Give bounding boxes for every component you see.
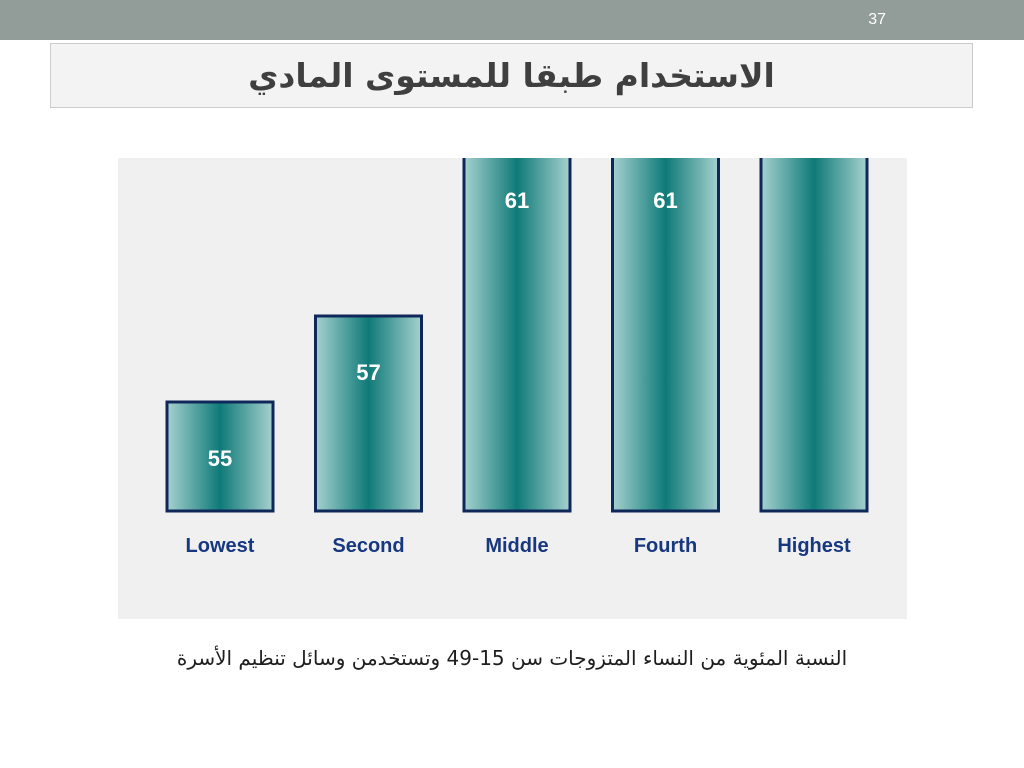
bar-highest [759,158,869,513]
category-label-lowest: Lowest [186,535,255,557]
data-label-lowest: 55 [208,446,232,471]
title-box: الاستخدام طبقا للمستوى المادي [50,43,973,108]
bar-second [314,314,423,513]
slide-title: الاستخدام طبقا للمستوى المادي [248,56,775,95]
bar-chart: 55Lowest57Second61Middle61Fourth65Highes… [165,158,869,557]
bar-middle [462,158,572,513]
data-label-middle: 61 [505,188,529,213]
chart-caption: النسبة المئوية من النساء المتزوجات سن 15… [176,646,848,670]
category-label-highest: Highest [777,535,851,557]
chart-panel: 55Lowest57Second61Middle61Fourth65Highes… [118,158,907,619]
data-label-fourth: 61 [653,188,677,213]
page-number: 37 [868,11,886,28]
bar-lowest [165,400,275,513]
bar-fourth [611,158,720,513]
category-label-middle: Middle [485,535,548,557]
category-label-fourth: Fourth [634,535,697,557]
top-bar: 37 [0,0,1024,40]
category-label-second: Second [332,535,404,557]
data-label-second: 57 [356,360,380,385]
